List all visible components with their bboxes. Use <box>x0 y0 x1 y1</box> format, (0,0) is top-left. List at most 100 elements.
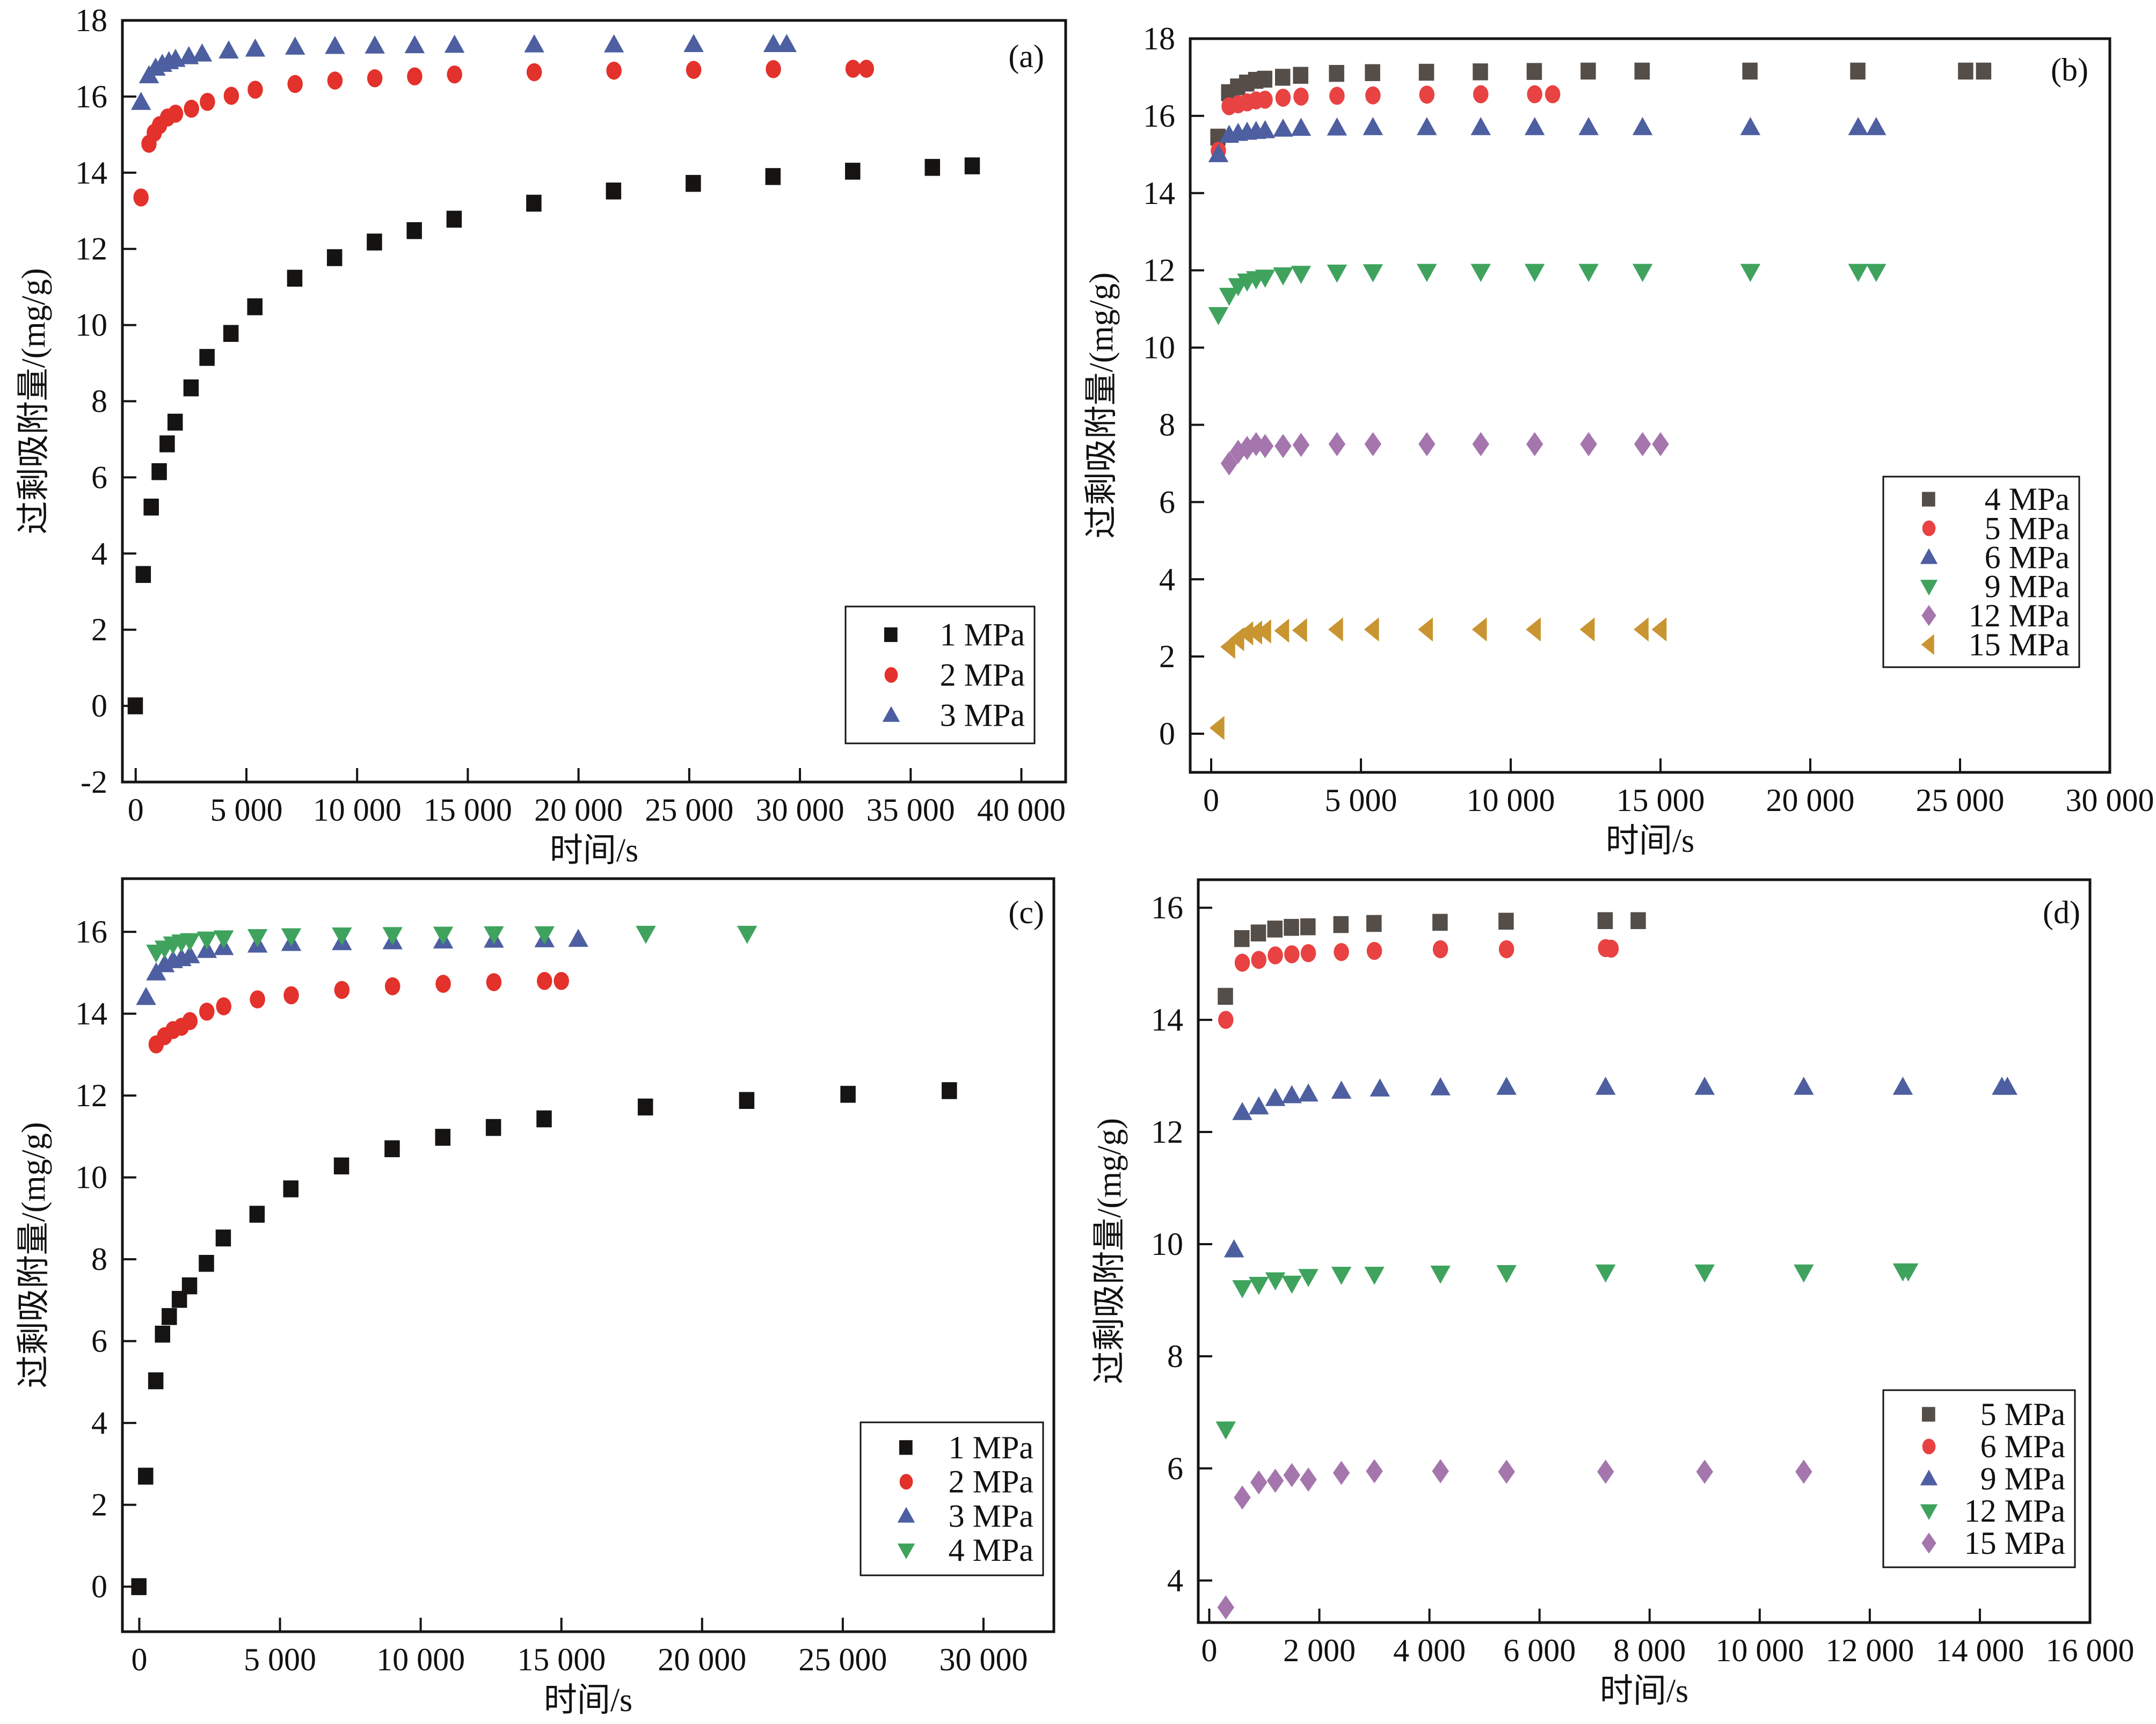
data-point <box>1524 264 1545 282</box>
data-point <box>739 1092 755 1109</box>
data-point <box>1249 1276 1269 1295</box>
y-tick-label: 0 <box>91 1569 107 1604</box>
data-point <box>1595 1076 1616 1095</box>
y-axis-title: 过剩吸附量/(mg/g) <box>16 268 52 535</box>
y-tick-label: 0 <box>1159 716 1175 751</box>
data-point <box>1892 1076 1913 1095</box>
data-point <box>215 1229 231 1247</box>
data-point <box>1417 116 1437 135</box>
y-tick-label: 8 <box>1167 1339 1183 1374</box>
data-point <box>1418 617 1433 642</box>
data-point <box>553 971 569 990</box>
data-point <box>1545 85 1561 104</box>
data-point <box>143 498 159 516</box>
data-point <box>1268 946 1283 965</box>
y-tick-label: 0 <box>91 688 107 724</box>
plot-frame <box>121 877 1055 1633</box>
data-point <box>133 188 149 207</box>
x-tick-label: 2 000 <box>1283 1633 1356 1668</box>
data-point <box>435 975 451 993</box>
data-point <box>216 997 231 1016</box>
data-point <box>446 210 462 228</box>
data-point <box>1850 62 1866 80</box>
data-point <box>845 163 861 180</box>
data-point <box>1498 1459 1515 1484</box>
data-point <box>1470 116 1491 135</box>
data-point <box>1208 307 1229 325</box>
data-point <box>327 71 343 90</box>
y-tick-label: -2 <box>81 764 107 800</box>
data-point <box>1274 434 1292 458</box>
data-point <box>213 930 234 949</box>
legend-marker <box>1920 548 1938 564</box>
data-point <box>1976 62 1992 80</box>
data-point <box>1417 264 1437 282</box>
data-point <box>1597 1459 1614 1484</box>
data-point <box>1331 1267 1352 1285</box>
data-point <box>223 325 239 342</box>
data-point <box>776 34 797 52</box>
data-point <box>199 349 215 366</box>
legend-label: 15 MPa <box>1969 627 2070 662</box>
data-point <box>367 233 382 251</box>
data-point <box>1329 65 1344 82</box>
data-point <box>1866 264 1886 282</box>
data-point <box>245 38 266 57</box>
data-point <box>1472 617 1487 642</box>
data-point <box>1250 1470 1268 1495</box>
data-point <box>287 269 303 287</box>
legend: 1 MPa 2 MPa 3 MPa <box>844 605 1036 744</box>
data-point <box>1848 264 1869 282</box>
legend-label: 15 MPa <box>1964 1525 2065 1561</box>
data-point <box>683 34 704 52</box>
data-point <box>1265 1272 1286 1291</box>
data-point <box>138 1467 154 1485</box>
data-point <box>606 61 622 80</box>
data-point <box>1526 617 1541 642</box>
series-1-mpa <box>127 157 980 714</box>
data-point <box>151 463 167 480</box>
data-point <box>1331 1080 1352 1099</box>
data-point <box>1292 433 1310 457</box>
legend-box <box>860 1421 1044 1576</box>
data-point <box>285 36 305 55</box>
x-tick-label: 10 000 <box>376 1642 465 1677</box>
data-point <box>606 182 622 200</box>
data-point <box>1215 1421 1236 1440</box>
data-point <box>433 926 454 945</box>
data-point <box>1524 116 1545 135</box>
data-point <box>382 927 403 945</box>
x-tick-label: 10 000 <box>313 792 402 828</box>
y-tick-label: 10 <box>75 308 107 343</box>
panel-label: (d) <box>2043 895 2080 930</box>
y-axis-title: 过剩吸附量/(mg/g) <box>16 1122 52 1389</box>
data-point <box>1247 620 1263 645</box>
data-point <box>1580 432 1597 456</box>
data-point <box>1293 87 1309 106</box>
data-point <box>326 249 343 266</box>
data-point <box>199 1003 215 1021</box>
data-point <box>1580 62 1596 80</box>
data-point <box>1255 120 1276 138</box>
data-point <box>247 298 263 316</box>
x-axis-title: 时间/s <box>550 832 638 869</box>
data-point <box>1265 1087 1286 1106</box>
data-point <box>765 168 781 185</box>
data-point <box>1298 1269 1319 1288</box>
legend-label: 9 MPa <box>1980 1461 2065 1496</box>
panel-label: (b) <box>2051 52 2088 87</box>
data-point <box>1334 943 1349 961</box>
x-tick-label: 5 000 <box>210 792 282 828</box>
series-9-mpa <box>1223 1076 2017 1258</box>
data-point <box>1498 912 1514 930</box>
legend-label: 4 MPa <box>1985 481 2070 517</box>
data-point <box>526 63 542 82</box>
data-point <box>737 925 757 944</box>
data-point <box>1418 63 1434 81</box>
legend-marker <box>1920 1504 1938 1520</box>
data-point <box>1794 1264 1814 1283</box>
data-point <box>1742 62 1758 80</box>
data-point <box>183 379 199 397</box>
x-tick-label: 8 000 <box>1613 1633 1686 1668</box>
data-point <box>1234 1485 1251 1510</box>
